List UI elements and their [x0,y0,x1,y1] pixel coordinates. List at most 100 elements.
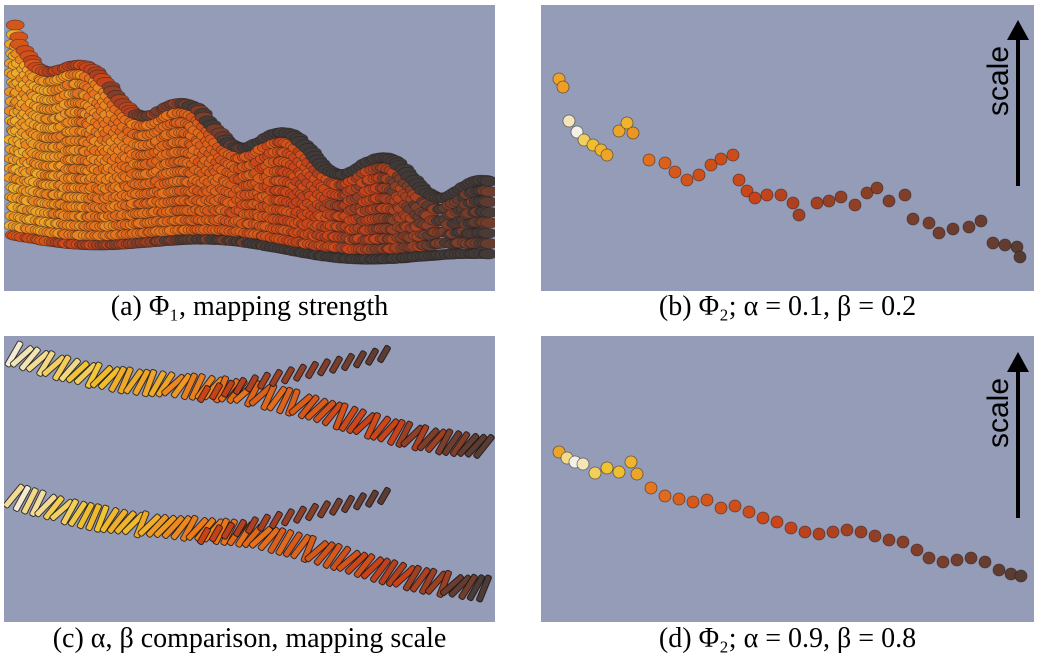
disk-glyph [245,516,259,535]
scale-arrow-b: scale [982,20,1038,190]
sphere-glyph [644,481,658,495]
sphere-glyph [784,521,798,535]
disk-glyph [288,393,314,416]
sphere-glyph [910,543,924,557]
disk-glyph [185,516,209,541]
sphere-glyph [756,511,770,525]
disk-glyph [60,498,79,526]
disk-glyph [108,365,127,393]
sphere-glyph [600,461,614,475]
disk-glyph [332,402,349,431]
sphere-glyph [770,515,784,529]
disk-glyph [369,557,391,583]
disk-glyph [336,549,361,572]
sphere-glyph [626,126,640,140]
caption-b: (b) Φ₂; α = 0.1, β = 0.2 [658,291,917,322]
disk-glyph [304,540,329,563]
disk-glyph [34,493,58,518]
sphere-glyph [742,505,756,519]
disk-glyph [364,412,381,440]
disk-glyph [385,561,408,588]
disk-glyph [419,567,438,595]
disk-glyph [377,344,391,364]
disk-glyph [473,433,495,460]
sphere-glyph [946,222,960,236]
disk-glyph [161,515,185,540]
disk-glyph [245,374,259,393]
disk-glyph [12,484,32,512]
disk-glyph [106,508,129,534]
sphere-glyph [658,489,672,503]
sphere-glyph [1014,569,1028,583]
disk-glyph [416,427,440,452]
disk-glyph [98,366,122,390]
disk-glyph [290,533,312,560]
disk-glyph [464,433,488,458]
caption-a: (a) Φ₁, mapping strength [110,291,389,322]
sphere-glyph [822,194,836,208]
disk-glyph [99,507,120,534]
sphere-glyph [774,188,788,202]
glyph-mark [480,217,495,229]
disk-glyph [476,574,492,603]
sphere-glyph [834,190,848,204]
disk-glyph [305,502,319,522]
disk-glyph [269,368,283,388]
disk-glyph [275,529,295,556]
sphere-glyph [860,186,874,200]
sphere-glyph [950,553,964,567]
disk-glyph [338,405,359,432]
disk-glyph [188,373,206,401]
disk-glyph [197,384,211,404]
disk-glyph [41,354,66,378]
disk-glyph [221,379,235,398]
glyph-mark [5,19,25,31]
disk-glyph [36,350,56,377]
disk-glyph [141,369,158,398]
scale-label-d: scale [982,377,1015,448]
disk-glyph [425,428,448,453]
disk-glyph [360,556,385,580]
disk-glyph [170,515,192,541]
disk-glyph [330,545,352,572]
sphere-glyph [840,523,854,537]
sphere-glyph [672,492,686,506]
disk-glyph [293,505,307,524]
disk-glyph [402,564,422,592]
sphere-glyph [792,208,806,222]
disk-glyph [76,502,95,530]
disk-glyph [269,510,283,530]
disk-glyph [353,492,367,511]
disk-glyph [409,567,431,593]
sphere-glyph [922,216,936,230]
disk-glyph [180,372,198,401]
disk-glyph [369,415,392,441]
disk-glyph [266,385,288,412]
disk-glyph [353,553,376,579]
arrow-up-icon [1007,352,1029,372]
disk-glyph [313,541,336,566]
disk-glyph [25,350,51,373]
sphere-glyph [704,158,718,172]
disk-glyph [123,368,144,395]
caption-d: (d) Φ₂; α = 0.9, β = 0.8 [658,623,917,654]
disk-glyph [313,399,337,424]
panel-b-glyph-trajectory [541,5,1034,291]
disk-glyph [197,526,211,546]
glyph-mark [480,207,495,218]
disk-glyph [353,350,367,369]
disk-glyph [395,420,414,448]
disk-glyph [257,371,271,390]
disk-glyph [300,534,317,563]
disk-glyph [85,503,102,532]
disk-glyph [344,551,369,575]
disk-glyph [117,366,134,395]
disk-glyph [170,372,192,399]
sphere-glyph [686,495,700,509]
sphere-glyph [1013,250,1027,264]
glyph-mark [478,196,495,208]
disk-glyph [329,497,343,516]
sphere-glyph [936,555,950,569]
disk-glyph [341,494,355,514]
disk-glyph [378,559,399,586]
